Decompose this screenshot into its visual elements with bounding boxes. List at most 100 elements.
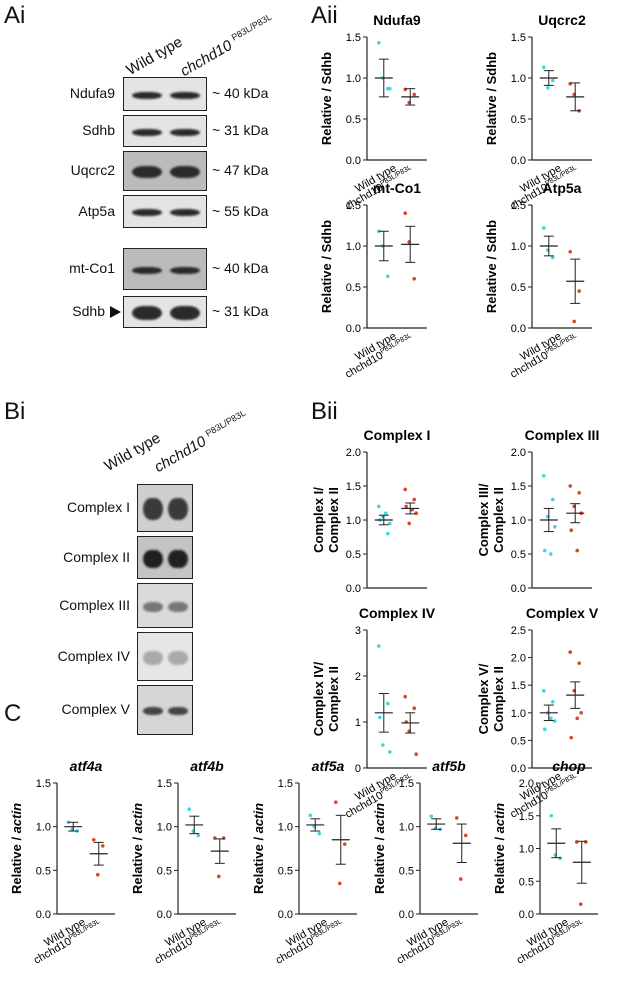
blot-label-mt-co1: mt-Co1 [69,260,115,276]
data-point [542,226,546,230]
y-tick-label: 0.0 [346,583,361,595]
blot-label-uqcrc2: Uqcrc2 [70,162,115,178]
y-tick-label: 1.0 [278,822,293,834]
y-tick-label: 1.5 [157,778,172,790]
y-axis-label: Complex III/ [476,483,491,556]
kda-label: ~ 31 kDa [212,122,269,138]
data-point [187,807,192,811]
y-axis-label: Complex II [491,487,506,553]
chart-title-uqcrc2: Uqcrc2 [538,12,586,28]
data-point [568,650,572,654]
blot-complex-ii [137,536,193,579]
y-tick-label: 2.0 [511,447,526,459]
y-tick-label: 1.0 [346,241,361,253]
y-tick-label: 1.5 [278,778,293,790]
y-axis-label: Relative / Sdhb [484,52,499,145]
blot-complex-v [137,685,193,735]
data-point [558,856,563,861]
y-axis-label: Complex II [326,666,341,732]
y-tick-label: 0.5 [346,549,361,561]
data-point [577,491,581,495]
data-point [546,86,550,90]
y-tick-label: 0.5 [278,865,293,877]
chart-title-ndufa9: Ndufa9 [373,12,421,28]
y-axis-label: Relative / Sdhb [319,52,334,145]
data-point [388,521,392,526]
y-tick-label: 1.0 [511,73,526,85]
data-point [542,65,546,70]
data-point [317,831,322,836]
data-point [551,699,555,704]
data-point [404,504,409,509]
y-tick-label: 0.0 [519,909,534,921]
y-tick-label: 0.5 [511,114,526,126]
data-point [551,255,555,260]
chart-title-atf5b: atf5b [432,758,466,774]
data-point [412,706,417,710]
y-tick-label: 1.5 [346,32,361,44]
data-point [377,504,381,509]
data-point [414,511,419,515]
blot-complex-iv [137,632,193,681]
data-point [578,902,583,906]
data-point [577,661,581,665]
y-tick-label: 0.5 [346,282,361,294]
blot-uqcrc2 [123,151,207,191]
blot-label-complex-ii: Complex II [63,548,130,565]
data-point [412,277,417,281]
panel-label-bi: Bi [4,398,26,425]
data-point [333,800,338,805]
data-point [386,274,390,279]
blot-label-sdhb: Sdhb [82,122,115,138]
blot-label-ndufa9: Ndufa9 [69,85,115,101]
data-point [378,715,382,720]
data-point [542,474,546,478]
data-point [388,750,392,754]
y-axis-label: Relative / actin [372,803,387,894]
y-tick-label: 0.0 [36,909,51,921]
y-tick-label: 1.5 [346,481,361,493]
y-tick-label: 1.5 [346,200,361,212]
y-tick-label: 0.0 [399,909,414,921]
blot-atp5a [123,195,207,228]
y-tick-label: 0.5 [511,282,526,294]
y-tick-label: 1.5 [511,481,526,493]
panel-label-ai: Ai [4,2,26,29]
arrowhead-icon [110,306,121,318]
data-point [575,716,579,721]
y-tick-label: 1.5 [399,778,414,790]
y-tick-label: 2 [355,671,361,683]
data-point [543,727,547,732]
data-point [568,484,572,488]
data-point [458,877,463,881]
y-tick-label: 2.0 [346,447,361,459]
data-point [583,840,588,844]
data-point [454,816,459,820]
data-point [337,881,342,886]
data-point [549,813,554,818]
kda-label: ~ 40 kDa [212,260,269,276]
data-point [542,688,546,693]
blot-complex-i [137,484,193,532]
data-point [91,837,96,842]
data-point [575,548,579,553]
chart-title-atf5a: atf5a [312,758,345,774]
panel-label-bii: Bii [311,398,338,425]
kda-label: ~ 47 kDa [212,162,269,178]
y-tick-label: 0.5 [36,865,51,877]
data-point [412,92,417,97]
y-axis-label: Complex II [326,487,341,553]
chart-title-atf4a: atf4a [70,758,103,774]
y-tick-label: 1.0 [399,822,414,834]
y-tick-label: 1.0 [519,844,534,856]
data-point [574,840,579,844]
y-tick-label: 0.0 [346,155,361,167]
y-tick-label: 0.5 [511,549,526,561]
y-axis-label: Relative / Sdhb [319,220,334,313]
blot-label-complex-iv: Complex IV [57,647,130,664]
y-tick-label: 3 [355,625,361,637]
chart-title-complex-i: Complex I [364,427,431,443]
y-tick-label: 0 [355,763,361,775]
data-point [66,820,71,825]
